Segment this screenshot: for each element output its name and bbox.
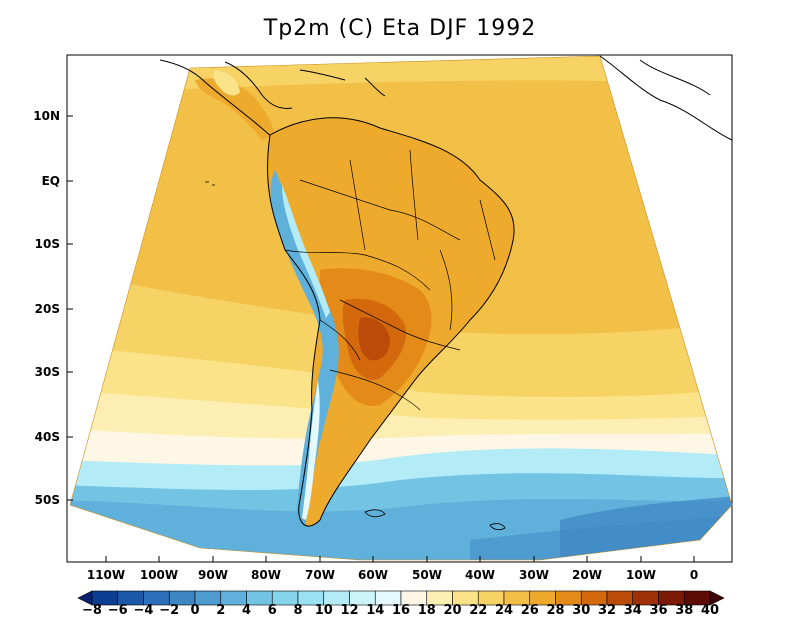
lat-label-30s: 30S [34,365,60,379]
temperature-field [70,56,732,560]
colorbar-tick-label: −4 [133,603,154,618]
colorbar-tick-label: 38 [675,603,694,618]
lon-label-10w: 10W [626,568,656,582]
colorbar-tick-label: 30 [572,603,591,618]
colorbar-tick-label: 28 [546,603,565,618]
map-title: Tp2m (C) Eta DJF 1992 [263,16,537,41]
axis-ticks [67,115,695,562]
colorbar-tick-label: −2 [159,603,180,618]
colorbar-tick-label: 20 [443,603,462,618]
colorbar-tick-label: 2 [216,603,226,618]
lat-label-40s: 40S [34,430,60,444]
colorbar-tick-label: 36 [649,603,668,618]
lon-label-70w: 70W [305,568,335,582]
lon-label-90w: 90W [198,568,228,582]
lat-label-10n: 10N [33,109,60,123]
country-borders [284,149,496,411]
colorbar-tick-label: 14 [366,603,385,618]
colorbar-tick-label: 22 [469,603,488,618]
lon-label-20w: 20W [572,568,602,582]
colorbar-tick-label: 6 [267,603,277,618]
islands [205,181,506,531]
colorbar-tick-label: 18 [417,603,436,618]
lat-label-20s: 20S [34,302,60,316]
colorbar-tick-label: −8 [82,603,102,618]
colorbar-tick-label: 26 [520,603,539,618]
coastlines [159,55,733,527]
lon-label-30w: 30W [519,568,549,582]
lon-label-0: 0 [689,568,699,582]
lon-label-40w: 40W [465,568,495,582]
lon-label-110w: 110W [86,568,126,582]
colorbar-arrow-high [709,590,725,606]
lat-label-50s: 50S [34,493,60,507]
lon-label-60w: 60W [358,568,388,582]
colorbar-tick-label: 32 [597,603,617,618]
colorbar-tick-label: 24 [494,603,514,618]
colorbar-tick-label: 0 [190,603,200,618]
colorbar-tick-label: 8 [293,603,303,618]
lon-label-50w: 50W [412,568,442,582]
andes-cold-strip [270,170,339,525]
lat-label-eq: EQ [41,174,60,188]
colorbar-tick-label: 4 [241,603,252,618]
colorbar-tick-label: 10 [314,603,333,618]
lon-label-80w: 80W [251,568,281,582]
colorbar-tick-label: −6 [107,603,128,618]
colorbar-tick-label: 40 [700,603,720,618]
colorbar-tick-label: 12 [340,603,359,618]
colorbar-tick-label: 16 [391,603,411,618]
lon-label-100w: 100W [139,568,179,582]
colorbar [77,590,725,606]
lat-label-10s: 10S [34,237,60,251]
model-domain-outline [69,55,733,561]
colorbar-tick-label: 34 [623,603,642,618]
